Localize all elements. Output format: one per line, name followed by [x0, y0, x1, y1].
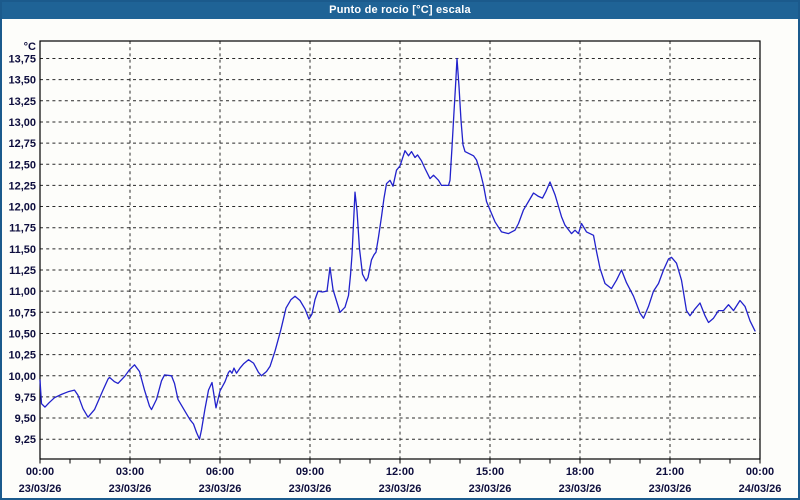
x-axis-date-label: 24/03/26: [739, 483, 782, 495]
x-axis-date-label: 23/03/26: [19, 483, 62, 495]
y-axis-tick-label: 12,25: [8, 180, 36, 192]
x-axis-time-label: 00:00: [26, 466, 54, 478]
y-axis-tick-label: 10,00: [8, 371, 36, 383]
x-axis-date-label: 23/03/26: [199, 483, 242, 495]
x-axis-date-label: 23/03/26: [379, 483, 422, 495]
titlebar: Punto de rocío [°C] escala: [2, 2, 798, 19]
y-axis-tick-label: 9,50: [15, 413, 36, 425]
series-line: [39, 57, 756, 440]
y-axis-tick-label: 10,75: [8, 307, 36, 319]
x-axis-date-label: 23/03/26: [109, 483, 152, 495]
y-axis-tick-label: 11,75: [9, 223, 36, 235]
y-axis-tick-label: 11,25: [9, 265, 36, 277]
x-axis-time-label: 03:00: [116, 466, 144, 478]
x-axis-date-label: 23/03/26: [289, 483, 332, 495]
y-axis-tick-label: 11,00: [9, 286, 36, 298]
y-axis-tick-label: 13,50: [8, 75, 36, 87]
window-title: Punto de rocío [°C] escala: [329, 4, 471, 16]
x-axis-time-label: 15:00: [476, 466, 504, 478]
y-axis-tick-label: 10,25: [8, 350, 36, 362]
y-axis-tick-label: 10,50: [8, 328, 36, 340]
x-axis-date-label: 23/03/26: [649, 483, 692, 495]
y-axis-tick-label: 12,50: [8, 159, 36, 171]
x-axis-date-label: 23/03/26: [559, 483, 602, 495]
y-axis-tick-label: 13,75: [8, 54, 36, 66]
y-axis-tick-label: 11,50: [9, 244, 36, 256]
celsius-unit-label: °C: [24, 41, 36, 53]
x-axis-time-label: 18:00: [566, 466, 594, 478]
x-axis-time-label: 12:00: [386, 466, 414, 478]
x-axis-time-label: 00:00: [746, 466, 774, 478]
y-axis-tick-label: 13,00: [8, 117, 36, 129]
x-axis-time-label: 21:00: [656, 466, 684, 478]
dew-point-trend-chart: 13,75 13,50 13,25 13,00 12,75 12,50 12,25 12,00…: [8, 40, 782, 495]
x-axis-time-label: 06:00: [206, 466, 234, 478]
x-axis-time-label: 09:00: [296, 466, 324, 478]
x-axis-date-label: 23/03/26: [469, 483, 512, 495]
y-axis-tick-label: 12,75: [8, 138, 36, 150]
y-axis-tick-label: 9,25: [15, 434, 36, 446]
y-axis-tick-label: 12,00: [8, 202, 36, 214]
y-axis-tick-label: 9,75: [15, 392, 36, 404]
y-axis-tick-label: 13,25: [8, 96, 36, 108]
